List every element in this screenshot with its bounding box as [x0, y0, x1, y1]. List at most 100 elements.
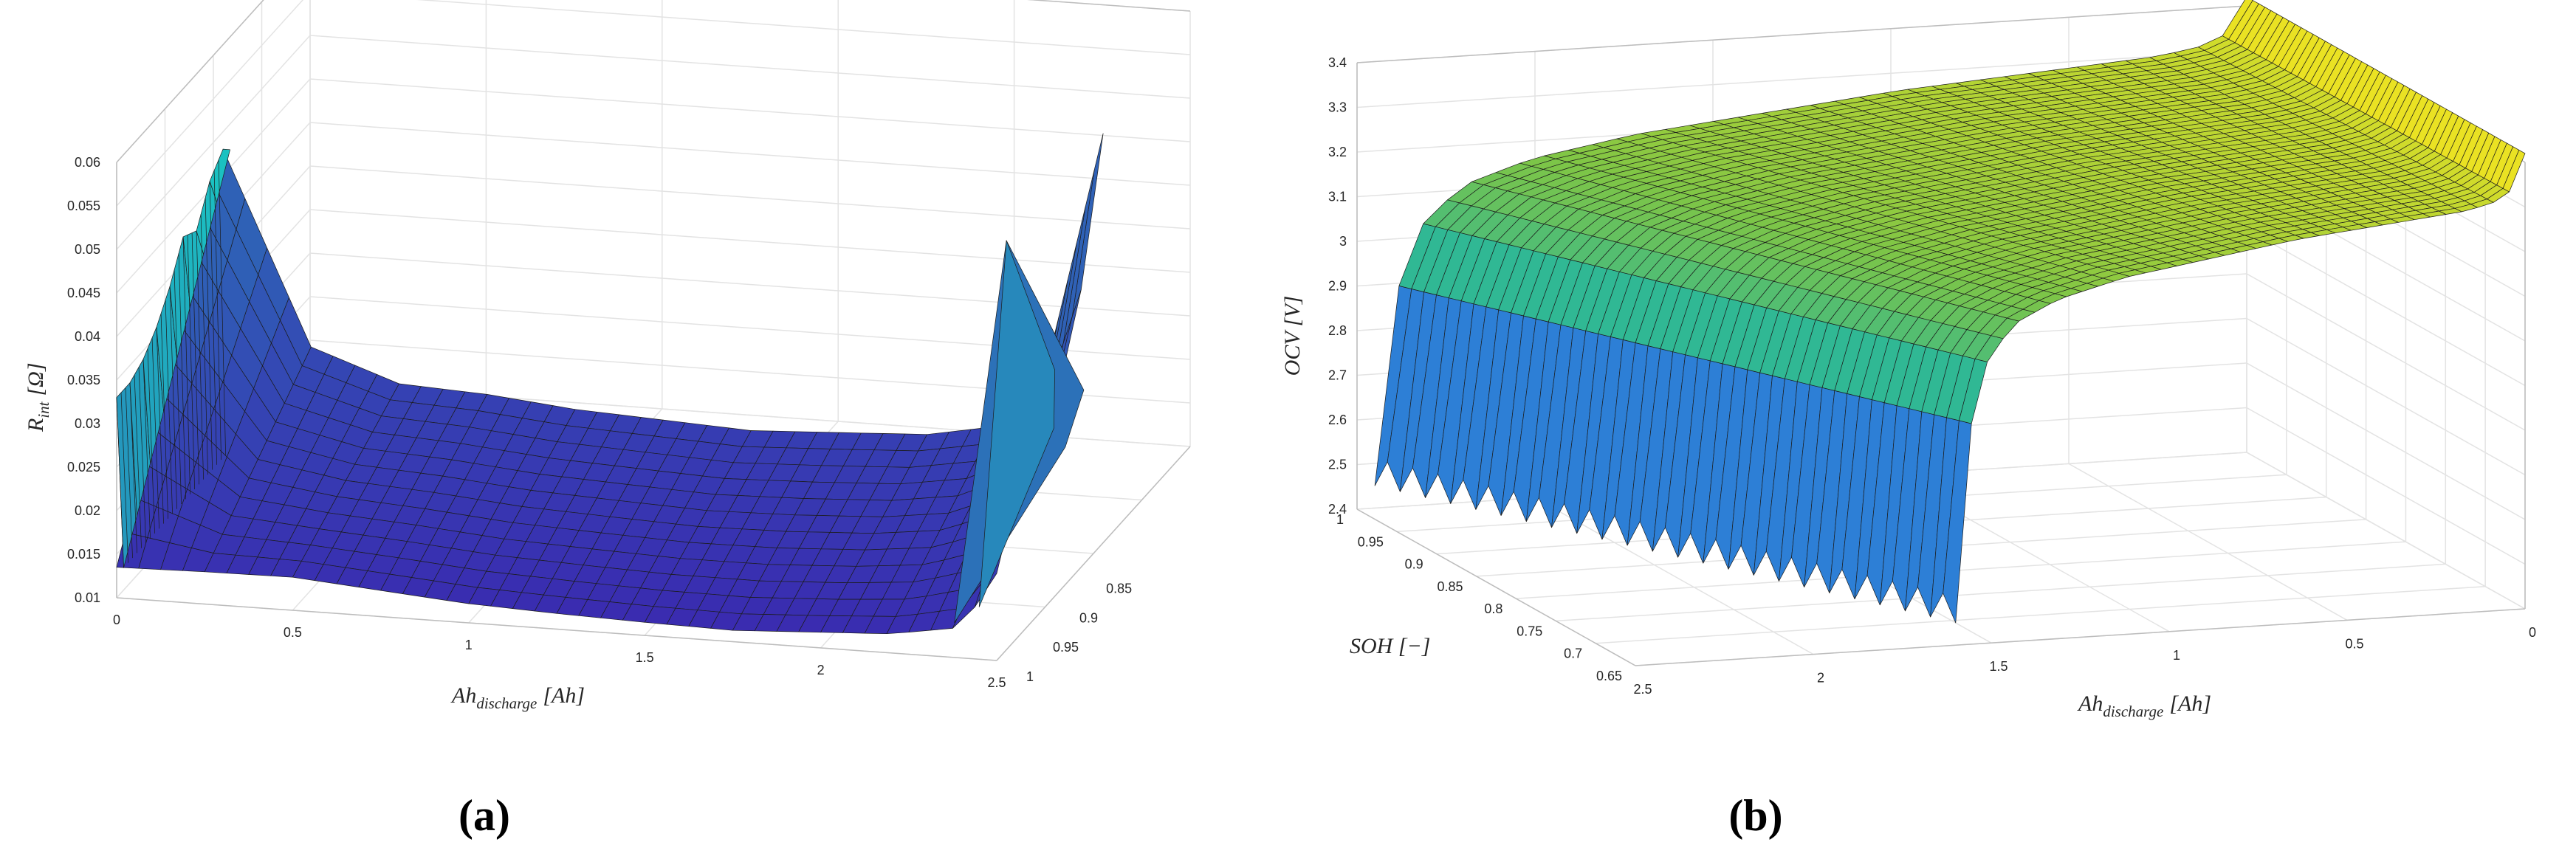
- panel-a-z-tick-label: 0.055: [67, 199, 100, 213]
- panel-b-grid-line: [2246, 452, 2526, 610]
- panel-a-y-tick-label: 0.95: [1053, 640, 1079, 655]
- panel-a-left-wall-line: [187, 235, 195, 490]
- panel-b-x-tick-label: 1: [2173, 648, 2180, 663]
- panel-b-y-tick-label: 0.9: [1405, 557, 1423, 572]
- panel-b-z-tick-label: 2.7: [1328, 368, 1347, 383]
- panel-a-grid-line: [309, 252, 1191, 317]
- panel-b-grid-line: [2246, 317, 2526, 476]
- panel-a-z-tick-label: 0.025: [67, 460, 100, 475]
- panel-b-grid-line: [1596, 585, 2486, 644]
- panel-b-grid-line: [2246, 228, 2526, 387]
- panel-a-left-wall-line: [165, 300, 173, 514]
- panel-b-surface: [1374, 0, 2526, 624]
- panel-b-grid-line: [2246, 407, 2526, 565]
- panel-b-z-tick-label: 3.1: [1328, 190, 1347, 204]
- panel-a-z-tick-label: 0.03: [75, 416, 100, 431]
- panel-a-left-wall-line: [200, 214, 208, 475]
- panel-b-y-axis-line: [1356, 508, 1636, 666]
- panel-a-left-wall-line: [142, 359, 151, 539]
- panel-b-y-tick-label: 0.7: [1564, 646, 1582, 661]
- panel-a-left-wall-line: [182, 236, 190, 494]
- panel-a-left-wall-line: [196, 230, 204, 480]
- panel-a-left-wall-line: [213, 170, 221, 460]
- panel-a-x-tick-label: 2.5: [987, 675, 1006, 690]
- panel-a-y-tick-label: 0.9: [1079, 610, 1098, 625]
- panel-b-x-tick-label: 2.5: [1633, 682, 1652, 697]
- panel-b-z-tick-label: 3: [1339, 234, 1347, 249]
- panel-b-surface-patch: [2502, 149, 2526, 193]
- panel-a-z-tick-label: 0.045: [67, 286, 100, 300]
- panel-b-grid-line: [2246, 273, 2526, 431]
- panel-b-z-tick-label: 2.5: [1328, 458, 1347, 472]
- panel-b-x-tick-label: 1.5: [1989, 659, 2007, 674]
- panel-a-y-tick-label: 0.85: [1106, 581, 1132, 596]
- panel-a-left-wall-line: [178, 253, 186, 500]
- panel-a-label: (a): [458, 791, 510, 840]
- panel-a-z-tick-label: 0.01: [75, 590, 100, 605]
- panel-b-y-tick-label: 1: [1336, 512, 1344, 527]
- panel-b-grid-line: [2246, 362, 2526, 520]
- panel-a-x-tick-label: 0: [113, 613, 120, 627]
- panel-b-y-tick-label: 0.85: [1438, 579, 1463, 594]
- panel-b-grid-line: [2068, 463, 2348, 621]
- panel-b-z-tick-label: 2.4: [1328, 502, 1347, 517]
- panel-a-left-wall-line: [209, 181, 217, 465]
- panel-b-z-tick-label: 2.8: [1328, 323, 1347, 338]
- panel-a-chart: 0 0.5 1 1.5 2 2.5 0.01 0.015 0.02 0.025 0.03 0.035 0…: [24, 0, 1191, 840]
- panel-b-z-tick-label: 3.4: [1328, 55, 1347, 70]
- panel-a-right-spike: [978, 240, 1055, 607]
- panel-a-surface: [116, 133, 1104, 635]
- panel-b-y-tick-label: 0.95: [1358, 534, 1384, 549]
- panel-a-x-tick-label: 0.5: [284, 625, 302, 640]
- panel-a-grid-line: [416, 0, 1191, 55]
- panel-a-left-wall-line: [120, 392, 128, 563]
- panel-a-x-tick-label: 2: [817, 663, 825, 677]
- panel-a-x-axis-line: [116, 597, 997, 661]
- panel-a-left-wall-line: [151, 337, 159, 529]
- panel-a-z-tick-label: 0.05: [75, 242, 100, 257]
- panel-a-ticks: 0 0.5 1 1.5 2 2.5 0.01 0.015 0.02 0.025 0.03 0.035 0…: [67, 155, 1132, 690]
- panel-a-surface-patch: [1071, 133, 1104, 317]
- panel-b-z-tick-label: 3.3: [1328, 100, 1347, 115]
- panel-a-y-axis-line: [996, 446, 1191, 661]
- panel-a-left-wall-line: [156, 327, 164, 524]
- panel-a-left-wall-line: [147, 348, 155, 534]
- panel-a-left-wall-line: [125, 387, 133, 559]
- panel-a-z-tick-label: 0.035: [67, 373, 100, 387]
- panel-b-x-axis-label: Ahdischarge [Ah]: [2077, 691, 2211, 720]
- panel-a-left-wall-line: [218, 159, 226, 455]
- panel-a-left-wall-line: [129, 382, 137, 553]
- panel-a-x-tick-label: 1: [465, 638, 473, 652]
- panel-b-x-tick-label: 0: [2529, 625, 2536, 640]
- panel-a-z-tick-label: 0.06: [75, 155, 100, 170]
- panel-b-grid-line: [1516, 541, 2406, 599]
- panel-b-grid-line: [1356, 49, 2247, 108]
- panel-a-grid-line: [309, 122, 1191, 186]
- panel-a-box-edge: [116, 0, 264, 163]
- panel-b-x-tick-label: 2: [1817, 671, 1824, 686]
- panel-b-ticks: 2.5 2 1.5 1 0.5 0 1 0.95 0.9 0.85 0.8 0.75 0.7 0.65 2.…: [1328, 55, 2536, 697]
- panel-a-y-tick-label: 1: [1026, 669, 1034, 684]
- panel-b-z-tick-label: 2.9: [1328, 279, 1347, 294]
- panel-a-left-wall-line: [134, 375, 142, 548]
- panel-a-surface-patch: [1062, 170, 1095, 343]
- panel-a-grid-line: [309, 165, 1191, 230]
- panel-b-y-axis-label: SOH [−]: [1350, 634, 1430, 658]
- panel-b-z-tick-label: 2.6: [1328, 413, 1347, 427]
- panel-a-x-tick-label: 1.5: [636, 650, 654, 665]
- panel-b-y-tick-label: 0.65: [1596, 669, 1622, 683]
- panel-a-axes-box: [116, 0, 1191, 661]
- panel-b-z-axis-label: OCV [V]: [1280, 296, 1305, 376]
- panel-a-box-edge: [1027, 0, 1191, 12]
- panel-a-left-wall-line: [169, 286, 177, 509]
- panel-a-grid-line: [309, 35, 1191, 99]
- panel-a-z-tick-label: 0.015: [67, 547, 100, 562]
- panel-a-left-wall-line: [160, 313, 168, 519]
- panel-a-grid-line: [309, 78, 1191, 142]
- panel-a-z-tick-label: 0.04: [75, 329, 100, 344]
- panel-b-z-tick-label: 3.2: [1328, 145, 1347, 159]
- panel-b-label: (b): [1728, 791, 1782, 840]
- panel-a-left-wall-line: [205, 198, 213, 470]
- panel-b-chart: 2.5 2 1.5 1 0.5 0 1 0.95 0.9 0.85 0.8 0.75 0.7 0.65 2.…: [1280, 0, 2536, 840]
